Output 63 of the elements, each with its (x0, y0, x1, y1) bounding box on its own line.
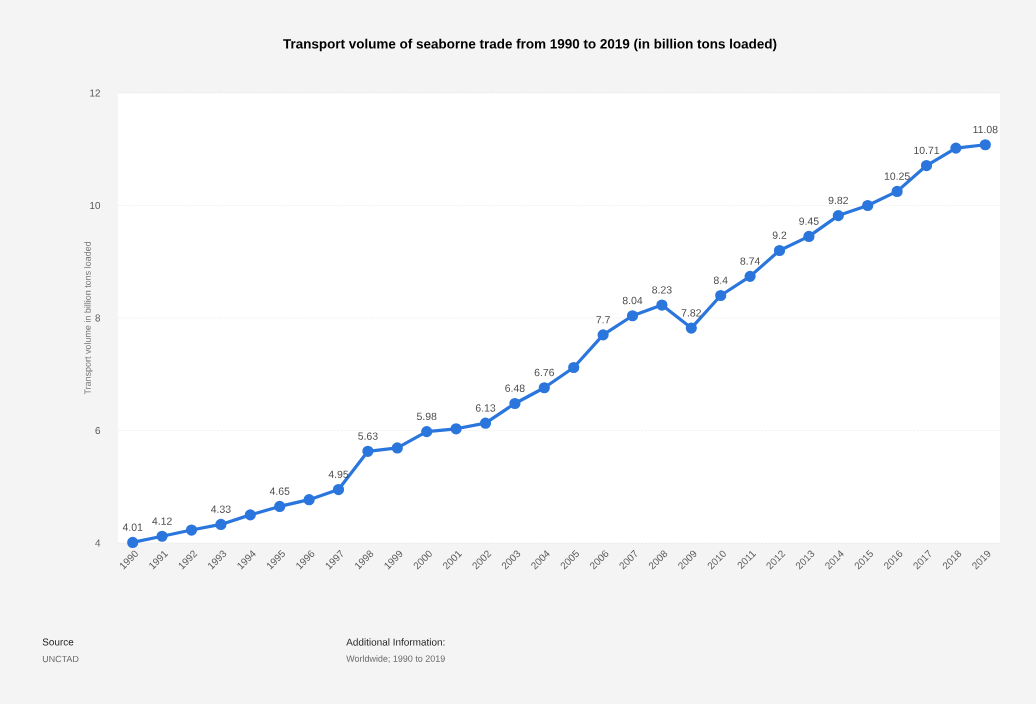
point (773, 244, 786, 257)
point (303, 494, 315, 506)
data-label: 6.13 (475, 404, 496, 412)
point (715, 289, 727, 302)
data-label: 5.63 (358, 432, 378, 440)
data-label: 7.7 (596, 316, 610, 324)
data-label: 11.08 (973, 125, 998, 134)
data-label: 6.48 (505, 384, 525, 392)
chart-title: Transport volume of seaborne trade from 1990 to 2019 (in billion tons loaded) (283, 38, 777, 52)
point (421, 426, 433, 438)
point (656, 299, 668, 311)
point (450, 423, 462, 435)
data-label: 8.4 (713, 276, 728, 284)
data-label: 4.33 (210, 505, 231, 513)
data-label: 7.82 (681, 309, 701, 317)
y-tick-label: 6 (95, 426, 101, 435)
y-tick-label: 4 (95, 539, 101, 547)
point (391, 442, 403, 454)
data-label: 10.25 (884, 172, 910, 180)
y-tick-label: 12 (90, 89, 100, 97)
point (920, 159, 933, 172)
point (156, 530, 168, 542)
data-label: 5.98 (416, 412, 437, 421)
point (626, 310, 639, 322)
point (244, 509, 256, 521)
data-label: 9.2 (772, 231, 787, 239)
data-label: 9.45 (799, 217, 819, 225)
data-label: 6.76 (534, 368, 555, 377)
data-label: 4.95 (328, 470, 349, 479)
point (979, 139, 991, 151)
y-tick-label: 10 (90, 201, 101, 210)
text: Additional Information: (346, 638, 445, 646)
data-label: 9.82 (828, 196, 848, 205)
y-axis-title: Transport volume in billion tons loaded (84, 242, 93, 395)
point (862, 199, 874, 212)
point (538, 382, 550, 394)
data-label: 10.71 (914, 146, 940, 155)
point (215, 518, 227, 531)
point (274, 500, 286, 513)
data-label: 4.65 (269, 487, 290, 495)
point (803, 230, 815, 243)
text: Source (42, 638, 74, 646)
point (509, 397, 521, 410)
data-label: 8.23 (652, 286, 672, 294)
point (891, 185, 903, 198)
point (685, 322, 697, 334)
data-label: 8.74 (740, 257, 760, 265)
point (362, 445, 374, 457)
y-tick-label: 8 (95, 314, 101, 322)
point (479, 417, 492, 429)
point (597, 329, 609, 341)
data-label: 4.01 (122, 523, 143, 531)
text: Worldwide; 1990 to 2019 (346, 655, 445, 663)
point (568, 361, 580, 374)
point (832, 210, 844, 222)
text: UNCTAD (42, 655, 79, 663)
point (950, 142, 962, 154)
data-label: 8.04 (622, 296, 643, 305)
point (185, 524, 198, 536)
point (332, 483, 345, 496)
data-label: 4.12 (152, 517, 172, 525)
point (744, 270, 756, 282)
point (127, 536, 139, 549)
